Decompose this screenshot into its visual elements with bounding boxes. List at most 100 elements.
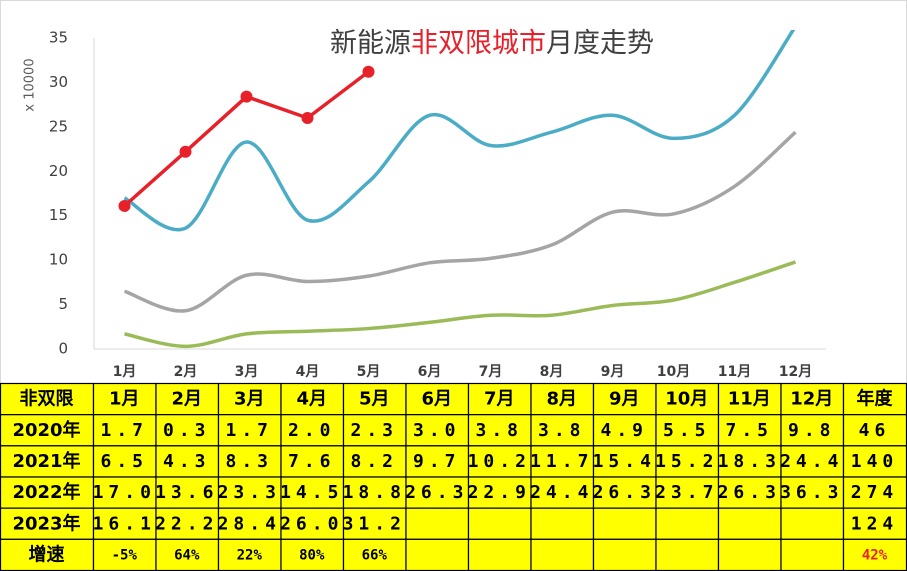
table-text: 26.3 [593,482,656,503]
table-text: 10.2 [468,451,531,472]
point [362,65,375,78]
table-cell [280,382,345,416]
title-part: 月度走势 [546,28,654,59]
table-text: 11月 [728,389,771,410]
x-tick-label: 12月 [779,364,812,380]
table-text: 140 [851,451,899,472]
table-text: 2021年 [12,450,80,472]
x-tick-label: 5月 [357,364,381,380]
table-cell [342,507,407,540]
table-cell [655,414,720,447]
table-text: 5.5 [663,420,711,441]
table-cell [655,382,720,416]
table-cell [530,507,595,540]
table-cell [342,476,407,509]
table-text: 1.7 [225,420,273,441]
x-tick-label: 3月 [235,364,259,380]
table-cell [405,476,470,509]
table-text: 4.9 [600,420,648,441]
table-text: 非双限 [20,388,75,410]
table-cell [342,414,407,447]
table-text: 7.5 [725,420,773,441]
table-text: 0.3 [163,420,211,441]
table-text: 9.7 [413,451,461,472]
table-cell [280,476,345,509]
table-text: 23.7 [655,482,718,503]
table-text: 8.3 [225,451,273,472]
table-cell [342,382,407,416]
table-cell [592,476,657,509]
table-text: 24.4 [780,451,843,472]
table-text: 8月 [546,389,577,410]
table-text: 6.5 [100,451,148,472]
table-text: 2020年 [12,419,80,441]
table-text: 6月 [421,389,452,410]
table-cell [655,538,720,571]
table-text: 18.3 [718,451,781,472]
point [179,145,192,158]
table-text: 9.8 [788,420,836,441]
table-text: 10月 [665,389,708,410]
table-text: 18.8 [343,482,406,503]
table-cell [592,538,657,571]
table-text: 23.3 [218,482,281,503]
table-text: 2.0 [288,420,336,441]
table-text: 22% [237,547,263,563]
table-text: 14.5 [280,482,343,503]
y-tick-label: 25 [49,117,68,135]
table-cell [780,507,845,540]
table-text: 13.6 [155,482,218,503]
table-text: 22.9 [468,482,531,503]
table-text: 7.6 [288,451,336,472]
point [118,199,131,212]
table-cell [842,538,907,571]
table-cell [467,538,532,571]
title-part: 非双限城市 [411,28,546,59]
table-text: 66% [362,547,388,563]
y-tick-label: 15 [49,206,68,224]
series-line [124,260,797,349]
table-cell [155,507,220,540]
x-tick-label: 9月 [601,364,625,380]
table-cell [717,507,782,540]
table-text: 增速 [29,543,65,565]
x-tick-label: 6月 [418,364,442,380]
table-cell [342,538,407,571]
table-text: 11.7 [530,451,593,472]
table-text: 8.2 [350,451,398,472]
table-cell [92,476,157,509]
table-text: 2月 [171,389,202,410]
point [240,90,253,103]
table-text: 16.1 [93,513,156,534]
table-cell [217,445,282,478]
table-text: 12月 [790,389,833,410]
table-text: 64% [174,547,200,563]
table-cell [717,538,782,571]
table-cell [217,538,282,571]
table-cell [280,445,345,478]
series-line [123,130,797,313]
table-text: 26.0 [280,513,343,534]
table-text: 36.3 [780,482,843,503]
table-text: 17.0 [93,482,156,503]
table-cell [592,382,657,416]
table-cell [92,445,157,478]
x-tick-label: 10月 [657,364,690,380]
table-cell [467,414,532,447]
table-text: 15.4 [593,451,656,472]
table-text: 80% [299,547,325,563]
table-cell [342,445,407,478]
table-cell [530,414,595,447]
table-text: 31.2 [343,513,406,534]
x-tick-label: 4月 [296,364,320,380]
y-tick-label: 10 [49,251,68,269]
point [301,111,314,124]
table-text: 年度 [857,388,894,410]
table-cell [0,538,95,571]
table-cell [780,538,845,571]
table-text: 1.7 [100,420,148,441]
x-tick-label: 7月 [479,364,503,380]
table-cell [405,382,470,416]
table-text: 46 [859,420,891,441]
